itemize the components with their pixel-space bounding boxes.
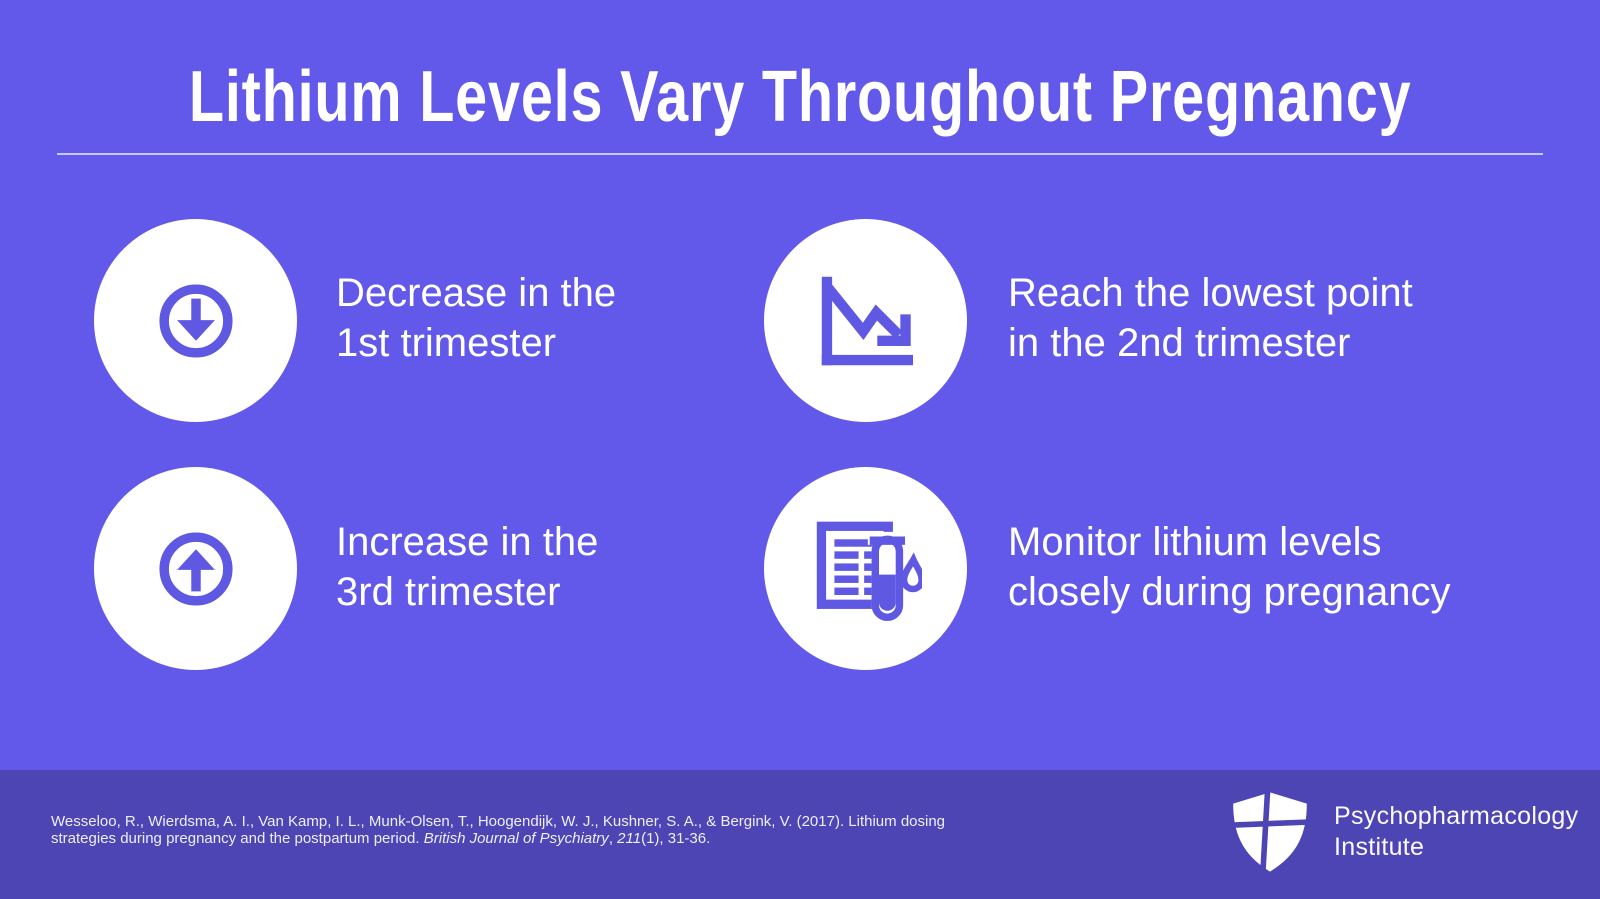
title-divider [57,153,1543,155]
feature-text-line: Monitor lithium levels [1008,520,1382,564]
citation: Wesseloo, R., Wierdsma, A. I., Van Kamp,… [51,813,945,847]
citation-line-1: Wesseloo, R., Wierdsma, A. I., Van Kamp,… [51,813,945,830]
arrow-up-circle-icon [158,531,233,606]
feature-text-line: closely during pregnancy [1008,570,1451,614]
brand-name-line2: Institute [1334,833,1425,861]
brand-name: Psychopharmacology Institute [1334,801,1578,863]
arrow-down-circle-icon [158,283,233,358]
page-title: Lithium Levels Vary Throughout Pregnancy [188,57,1412,137]
feature-circle-decrease [94,219,297,422]
citation-text: strategies during pregnancy and the post… [51,830,424,847]
citation-text: (1), 31-36. [641,830,711,847]
citation-journal-name: British Journal of Psychiatry [423,830,609,847]
declining-chart-icon [821,276,913,365]
brand-name-line1: Psychopharmacology [1334,802,1579,830]
feature-text-line: Reach the lowest point [1008,271,1413,315]
citation-volume: 211 [617,830,642,847]
feature-text-lowest-point: Reach the lowest point in the 2nd trimes… [1008,268,1413,368]
feature-text-monitor: Monitor lithium levels closely during pr… [1008,517,1450,617]
feature-circle-increase [94,467,297,670]
feature-text-line: 3rd trimester [336,570,561,614]
feature-text-increase: Increase in the 3rd trimester [336,517,598,617]
feature-text-line: 1st trimester [336,321,557,365]
feature-circle-monitor [764,467,967,670]
citation-line-2: strategies during pregnancy and the post… [51,830,945,847]
feature-text-line: Decrease in the [336,271,617,315]
footer: Wesseloo, R., Wierdsma, A. I., Van Kamp,… [0,770,1600,899]
feature-circle-lowest-point [764,219,967,422]
citation-text: Wesseloo, R., Wierdsma, A. I., Van Kamp,… [51,813,946,830]
feature-text-line: in the 2nd trimester [1008,321,1351,365]
shield-logo-icon [1230,790,1310,874]
citation-text: , [608,830,618,847]
brand-logo: Psychopharmacology Institute [1230,790,1578,874]
lab-test-icon [816,521,922,621]
feature-text-line: Increase in the [336,520,599,564]
title-wrap: Lithium Levels Vary Throughout Pregnancy [0,56,1600,138]
feature-text-decrease: Decrease in the 1st trimester [336,268,616,368]
